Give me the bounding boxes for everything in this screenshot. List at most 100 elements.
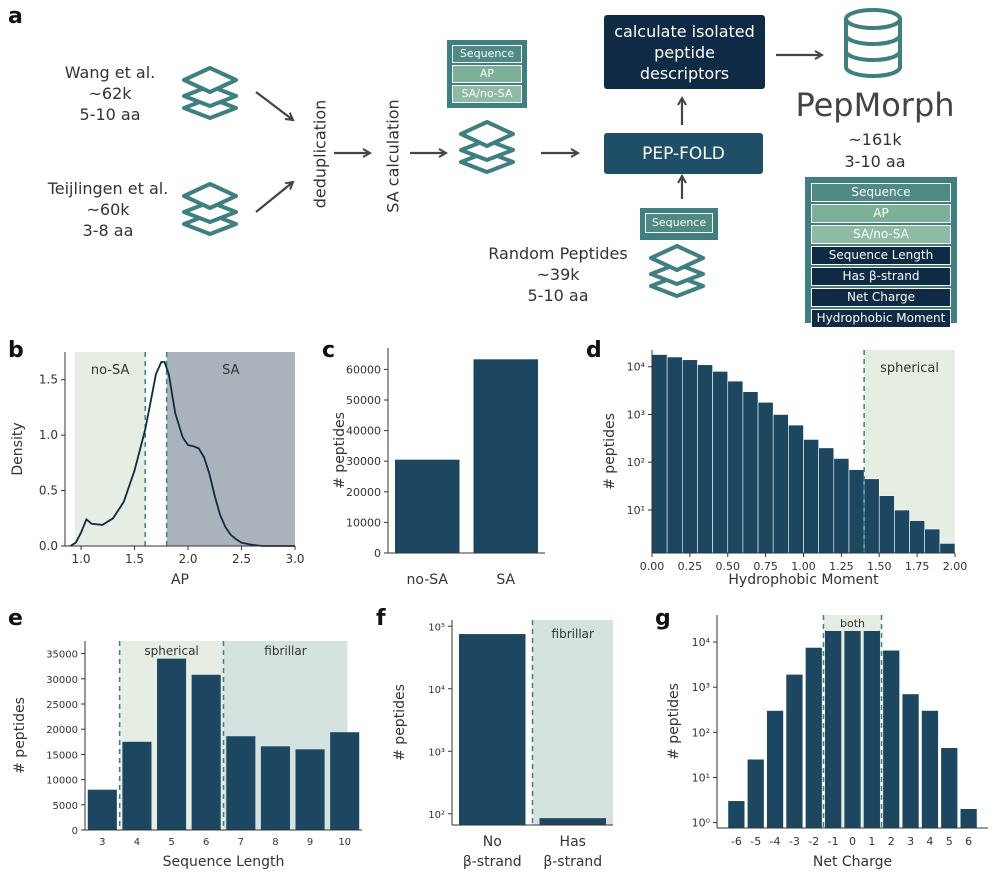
y-tick-label: 35000 [46,650,78,661]
x-tick-label: -4 [770,835,781,848]
bar [825,630,842,828]
card-row-sequence: Sequence [645,213,713,233]
region-label-spherical: spherical [144,644,198,658]
source-teijlingen-name: Teijlingen et al. [47,179,169,198]
x-tick-label: 0.25 [678,560,703,573]
source-teijlingen-range: 3-8 aa [82,221,134,240]
dataset-stack-icon [182,66,238,120]
bar [330,732,360,830]
x-tick-label: 1.25 [829,560,854,573]
x-tick-label: 1.0 [71,552,90,566]
y-tick-label: 10000 [46,776,78,787]
card-row-moment: Hydrophobic Moment [811,309,951,328]
x-tick-label: 10 [338,837,351,848]
x-tick-label: β-strand [463,854,522,870]
card-row-sequence: Sequence [811,183,951,202]
x-tick-label: 0.50 [716,560,741,573]
bar [863,630,880,828]
region-label-no-sa: no-SA [91,363,130,378]
no-sa-region [75,352,146,546]
panel-letter-e: e [8,606,23,631]
x-tick-label: 1.5 [125,552,144,566]
y-tick-label: 10² [692,726,710,739]
x-tick-label: 2.5 [232,552,251,566]
region-label-sa: SA [222,363,239,378]
x-tick-label: 2 [888,835,895,848]
y-tick-label: 1.5 [39,373,58,387]
x-tick-label: β-strand [543,854,602,870]
y-tick-label: 20000 [46,725,78,736]
histogram-bar [894,509,910,554]
database-icon [844,8,902,78]
y-tick-label: 10⁵ [428,622,445,633]
region-label-spherical: spherical [880,361,939,376]
bar [805,647,822,828]
y-axis-label: # peptides [602,413,618,490]
y-tick-label: 10¹ [627,504,645,517]
card-row-sequence: Sequence [452,45,522,63]
y-axis-label: # peptides [392,684,408,761]
source-wang: Wang et al. ~62k 5-10 aa [35,62,185,125]
x-tick-label: no-SA [407,572,449,588]
calc-box-line-3: descriptors [639,63,730,83]
bar [728,801,745,828]
histogram-bar [757,401,774,554]
histogram-bar [681,359,698,554]
x-tick-label: 2.0 [178,552,197,566]
x-tick-label: -2 [808,835,819,848]
bar [87,789,117,830]
x-tick-label: 3 [99,837,105,848]
sa-region [166,352,295,546]
source-random: Random Peptides ~39k 5-10 aa [478,243,638,306]
card-row-sa: SA/no-SA [452,85,522,103]
card-row-ap: AP [452,65,522,83]
y-tick-label: 25000 [46,700,78,711]
x-tick-label: -5 [750,835,761,848]
bar [260,746,290,830]
y-tick-label: 10³ [428,747,445,758]
x-tick-label: 9 [307,837,313,848]
bar [191,674,221,830]
y-tick-label: 10³ [627,408,645,421]
histogram-bar [818,447,835,554]
x-tick-label: 1 [868,835,875,848]
region-label-both: both [840,617,865,630]
source-teijlingen: Teijlingen et al. ~60k 3-8 aa [28,178,188,241]
bar [766,710,784,828]
x-tick-label: 4 [926,835,933,848]
bar [539,818,606,825]
y-tick-label: 30000 [346,455,381,468]
x-tick-label: 6 [965,835,972,848]
region-label-fibrillar: fibrillar [552,627,594,641]
y-tick-label: 10⁴ [428,685,445,696]
x-axis-label: Net Charge [813,854,892,870]
bar [122,741,152,830]
bar [295,749,325,830]
pepfold-label: PEP-FOLD [642,143,725,164]
x-tick-label: 1.00 [791,560,816,573]
histogram-bar [742,391,759,554]
bar [960,809,977,828]
histogram-bar [712,371,729,554]
bar [941,747,958,828]
histogram-bar [878,495,895,554]
histogram-bar [666,356,683,554]
histogram-bar [863,478,880,554]
histogram-bar [909,520,925,554]
source-wang-range: 5-10 aa [79,105,141,124]
bar [747,759,764,828]
x-tick-label: 3 [907,835,914,848]
bar [157,658,187,830]
x-axis-label: Hydrophobic Moment [728,572,879,588]
y-tick-label: 1.0 [39,428,58,442]
x-tick-label: SA [496,572,515,588]
card-row-length: Sequence Length [811,246,951,265]
bar [844,620,861,828]
flow-arrows [255,0,996,213]
y-tick-label: 10³ [692,681,710,694]
card-row-ap: AP [811,204,951,223]
bar [459,634,526,825]
histogram-bar [727,380,744,554]
y-tick-label: 10⁰ [692,817,711,830]
x-tick-label: 6 [203,837,209,848]
